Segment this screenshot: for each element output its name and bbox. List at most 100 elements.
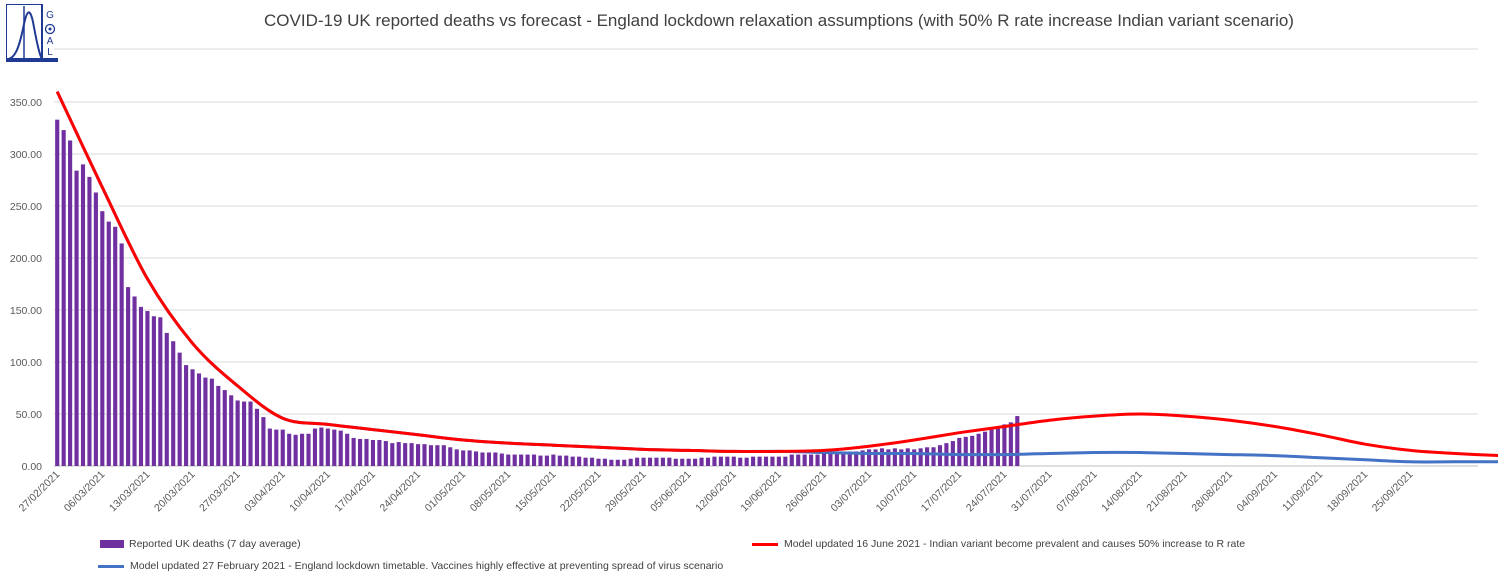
x-tick-label: 04/09/2021 bbox=[1235, 469, 1281, 515]
bar bbox=[158, 317, 163, 466]
bar bbox=[435, 445, 440, 466]
x-tick-label: 27/02/2021 bbox=[17, 469, 63, 515]
bar bbox=[783, 456, 788, 466]
bar bbox=[512, 454, 517, 466]
bar bbox=[119, 243, 124, 466]
bar bbox=[87, 176, 92, 466]
bar bbox=[519, 454, 524, 466]
bar bbox=[422, 444, 427, 466]
x-axis: 27/02/2021 06/03/2021 13/03/2021 20/03/2021… bbox=[17, 469, 1416, 515]
bar bbox=[80, 164, 86, 466]
bar bbox=[847, 451, 852, 466]
bar bbox=[963, 436, 968, 466]
bar bbox=[332, 429, 337, 466]
chart-title: COVID-19 UK reported deaths vs forecast … bbox=[264, 11, 1294, 30]
x-tick-label: 13/03/2021 bbox=[107, 469, 153, 515]
bar bbox=[854, 451, 859, 466]
x-tick-label: 12/06/2021 bbox=[693, 469, 739, 515]
bar bbox=[970, 435, 975, 466]
bar bbox=[1008, 422, 1013, 466]
x-tick-label: 20/03/2021 bbox=[152, 469, 198, 515]
bar bbox=[1002, 424, 1007, 466]
x-tick-label: 21/08/2021 bbox=[1144, 469, 1190, 515]
bar bbox=[596, 458, 601, 466]
bar bbox=[306, 433, 311, 466]
bar bbox=[203, 377, 208, 466]
bar bbox=[403, 443, 408, 466]
bar bbox=[100, 211, 105, 466]
bar bbox=[770, 456, 775, 466]
bar bbox=[538, 455, 543, 466]
bar bbox=[499, 453, 504, 466]
y-tick-label: 150.00 bbox=[10, 305, 42, 317]
bar bbox=[577, 456, 582, 466]
bar bbox=[190, 369, 195, 466]
series-line-feb-model bbox=[55, 90, 1498, 464]
bar bbox=[261, 417, 266, 466]
bar bbox=[828, 453, 833, 466]
bar bbox=[345, 433, 350, 466]
bar bbox=[983, 431, 988, 466]
bar bbox=[441, 445, 446, 466]
bar bbox=[886, 449, 891, 466]
series-line-indian-variant bbox=[55, 90, 1498, 458]
bar bbox=[925, 447, 930, 466]
bar bbox=[396, 442, 401, 466]
bar bbox=[287, 433, 292, 466]
bar bbox=[248, 401, 253, 466]
bar bbox=[860, 450, 865, 466]
legend-item-blue-model: Model updated 27 February 2021 - England… bbox=[98, 560, 723, 572]
bar bbox=[351, 437, 356, 466]
bar bbox=[705, 457, 711, 466]
bar bbox=[274, 429, 279, 466]
bar bbox=[196, 373, 202, 466]
bar bbox=[480, 452, 485, 466]
y-axis: 0.00 50.00 100.00 150.00 200.00 250.00 300.00 3… bbox=[10, 97, 42, 473]
bar bbox=[390, 443, 395, 466]
bar bbox=[557, 455, 562, 466]
x-tick-label: 05/06/2021 bbox=[648, 469, 694, 515]
bar bbox=[686, 458, 691, 466]
bar bbox=[325, 428, 330, 466]
y-tick-label: 350.00 bbox=[10, 97, 42, 109]
bar bbox=[892, 448, 897, 466]
bar bbox=[106, 221, 111, 466]
x-tick-label: 01/05/2021 bbox=[423, 469, 469, 515]
x-tick-label: 25/09/2021 bbox=[1370, 469, 1416, 515]
bar bbox=[525, 454, 530, 466]
x-tick-label: 31/07/2021 bbox=[1009, 469, 1055, 515]
bar bbox=[763, 456, 769, 466]
bar bbox=[680, 458, 685, 466]
bar bbox=[673, 458, 678, 466]
x-tick-label: 24/07/2021 bbox=[964, 469, 1010, 515]
x-tick-label: 11/09/2021 bbox=[1280, 469, 1325, 514]
bar bbox=[383, 441, 388, 466]
bar bbox=[867, 449, 872, 466]
bar bbox=[976, 433, 981, 466]
x-tick-label: 22/05/2021 bbox=[558, 469, 604, 515]
x-tick-label: 17/04/2021 bbox=[332, 469, 378, 515]
bar bbox=[609, 459, 614, 466]
bar bbox=[338, 430, 343, 466]
bar bbox=[209, 378, 214, 466]
bar bbox=[802, 454, 807, 466]
y-tick-label: 200.00 bbox=[10, 253, 42, 265]
x-tick-label: 08/05/2021 bbox=[468, 469, 514, 515]
x-tick-label: 03/04/2021 bbox=[242, 469, 288, 515]
bar bbox=[454, 449, 459, 466]
bar bbox=[61, 130, 66, 466]
bar bbox=[551, 454, 556, 466]
bar bbox=[358, 438, 363, 466]
bar bbox=[184, 365, 189, 466]
logo-letter: A bbox=[47, 36, 54, 47]
bar bbox=[957, 437, 962, 466]
x-tick-label: 29/05/2021 bbox=[603, 469, 649, 515]
bar bbox=[628, 458, 633, 466]
bar bbox=[126, 287, 131, 466]
bar bbox=[905, 448, 910, 466]
x-tick-label: 24/04/2021 bbox=[378, 469, 424, 515]
legend-label: Model updated 16 June 2021 - Indian vari… bbox=[784, 538, 1246, 550]
bar bbox=[879, 448, 885, 466]
legend-item-bars: Reported UK deaths (7 day average) bbox=[100, 538, 301, 550]
